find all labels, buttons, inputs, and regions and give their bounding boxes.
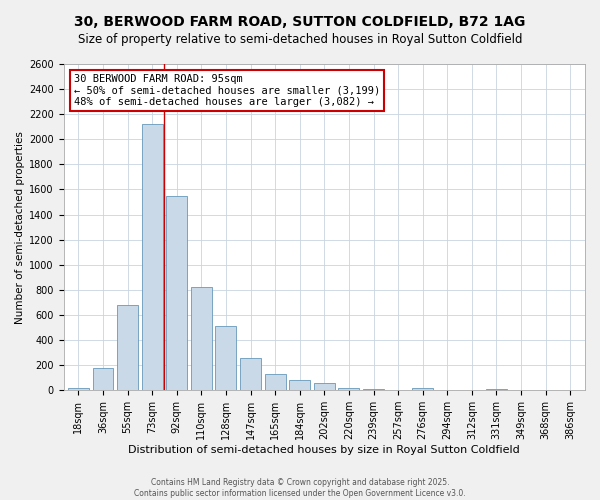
Bar: [363, 389, 384, 390]
Bar: [486, 389, 507, 390]
Bar: [215, 326, 236, 390]
Bar: [338, 388, 359, 390]
Y-axis label: Number of semi-detached properties: Number of semi-detached properties: [15, 130, 25, 324]
Bar: [117, 305, 138, 390]
Bar: [240, 358, 261, 390]
Bar: [314, 384, 335, 390]
Text: Size of property relative to semi-detached houses in Royal Sutton Coldfield: Size of property relative to semi-detach…: [78, 32, 522, 46]
Text: Contains HM Land Registry data © Crown copyright and database right 2025.
Contai: Contains HM Land Registry data © Crown c…: [134, 478, 466, 498]
Bar: [265, 374, 286, 390]
Text: 30, BERWOOD FARM ROAD, SUTTON COLDFIELD, B72 1AG: 30, BERWOOD FARM ROAD, SUTTON COLDFIELD,…: [74, 15, 526, 29]
X-axis label: Distribution of semi-detached houses by size in Royal Sutton Coldfield: Distribution of semi-detached houses by …: [128, 445, 520, 455]
Bar: [166, 196, 187, 390]
Bar: [92, 368, 113, 390]
Bar: [289, 380, 310, 390]
Bar: [191, 288, 212, 390]
Text: 30 BERWOOD FARM ROAD: 95sqm
← 50% of semi-detached houses are smaller (3,199)
48: 30 BERWOOD FARM ROAD: 95sqm ← 50% of sem…: [74, 74, 380, 107]
Bar: [412, 388, 433, 390]
Bar: [68, 388, 89, 390]
Bar: [142, 124, 163, 390]
